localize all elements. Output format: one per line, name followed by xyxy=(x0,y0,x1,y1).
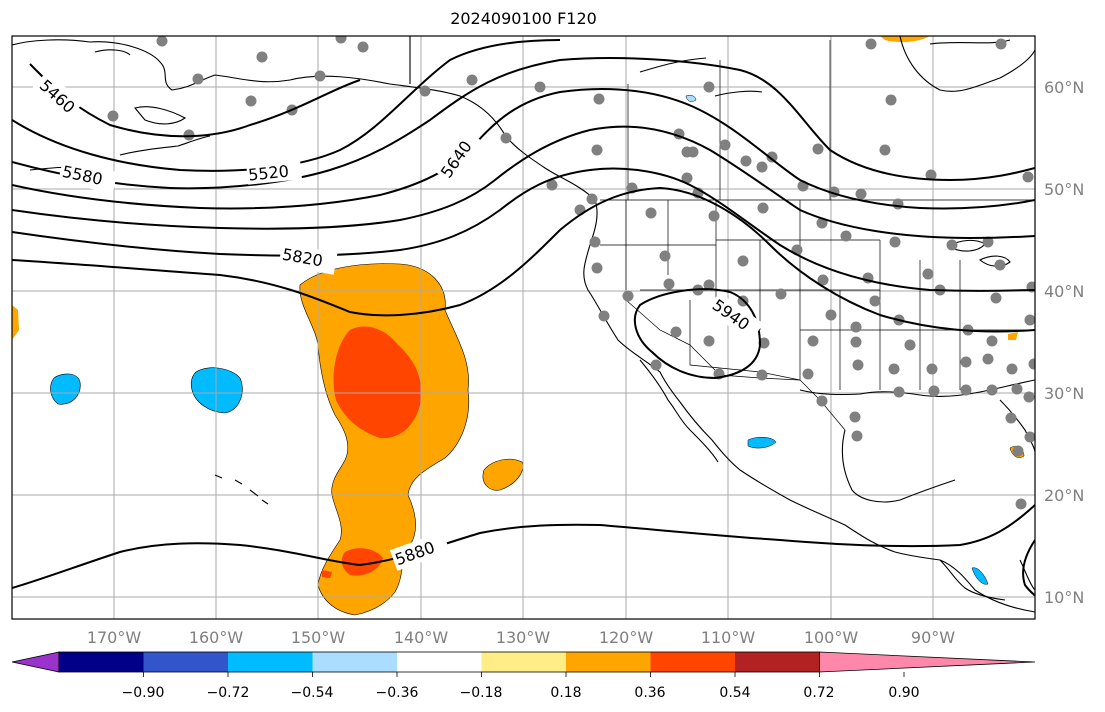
colorbar-tick-labels: −0.90 −0.72 −0.54 −0.36 −0.18 0.18 0.36 … xyxy=(122,685,920,701)
colorbar-segment xyxy=(735,652,820,672)
lat-label-20n: 20°N xyxy=(1044,486,1084,505)
lon-label-90w: 90°W xyxy=(911,628,955,647)
map-frame xyxy=(11,35,1036,620)
colorbar-extend-min xyxy=(11,651,60,673)
colorbar-segment xyxy=(312,652,398,672)
lat-label-10n: 10°N xyxy=(1044,588,1084,607)
colorbar-tick-label: −0.54 xyxy=(291,685,334,701)
colorbar-segment xyxy=(566,652,651,672)
latitude-labels: 60°N 50°N 40°N 30°N 20°N 10°N xyxy=(1044,78,1084,607)
lon-label-150w: 150°W xyxy=(291,628,346,647)
colorbar-tick-label: 0.36 xyxy=(634,685,665,701)
longitude-labels: 170°W 160°W 150°W 140°W 130°W 120°W 110°… xyxy=(87,628,955,647)
station-markers xyxy=(107,36,1035,510)
shaded-fields xyxy=(12,36,1025,616)
colorbar-segment xyxy=(228,652,313,672)
negative-anomaly-blob-1 xyxy=(50,373,81,405)
colorbar-extend-max xyxy=(819,651,1036,673)
lon-label-170w: 170°W xyxy=(87,628,142,647)
colorbar-tick-label: −0.36 xyxy=(376,685,419,701)
colorbar-tick-label: 0.54 xyxy=(719,685,750,701)
colorbar-outline xyxy=(58,651,820,673)
colorbar-tick-label: −0.18 xyxy=(460,685,503,701)
colorbar-segment xyxy=(481,652,567,672)
lon-label-140w: 140°W xyxy=(394,628,449,647)
political-borders xyxy=(600,40,1035,431)
lon-label-130w: 130°W xyxy=(496,628,551,647)
map-title: 2024090100 F120 xyxy=(450,9,597,28)
colorbar-segment xyxy=(397,652,482,672)
colorbar-segment xyxy=(59,652,144,672)
height-contours xyxy=(12,39,1035,597)
lon-label-160w: 160°W xyxy=(189,628,244,647)
contour-label-5520: 5520 xyxy=(247,162,289,185)
colorbar-segment xyxy=(143,652,229,672)
colorbar-tick-label: −0.90 xyxy=(122,685,165,701)
lat-label-30n: 30°N xyxy=(1044,384,1084,403)
negative-anomaly-blob-2 xyxy=(190,367,243,414)
lon-label-110w: 110°W xyxy=(701,628,756,647)
lat-label-60n: 60°N xyxy=(1044,78,1084,97)
colorbar-tick-label: −0.72 xyxy=(207,685,250,701)
lon-label-120w: 120°W xyxy=(599,628,654,647)
colorbar-tick-label: 0.72 xyxy=(803,685,834,701)
lon-label-100w: 100°W xyxy=(804,628,859,647)
colorbar-tick-label: 0.18 xyxy=(550,685,581,701)
strong-positive-anomaly-region xyxy=(333,326,422,439)
colorbar-tick-label: 0.90 xyxy=(888,685,919,701)
graticule xyxy=(12,36,1035,619)
colorbar xyxy=(11,651,1036,677)
lat-label-40n: 40°N xyxy=(1044,282,1084,301)
coastlines xyxy=(12,36,1035,613)
positive-anomaly-blob xyxy=(482,458,524,491)
lat-label-50n: 50°N xyxy=(1044,180,1084,199)
colorbar-segment xyxy=(650,652,736,672)
strong-positive-anomaly-small xyxy=(341,548,383,576)
